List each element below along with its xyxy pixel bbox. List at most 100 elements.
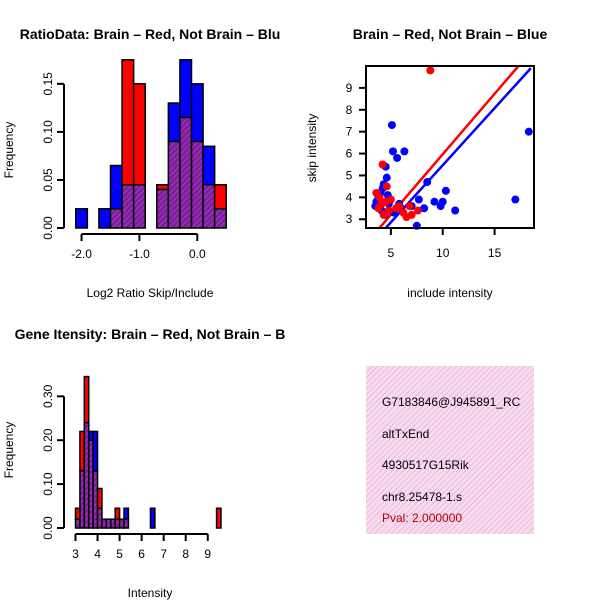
intensity-histogram-panel: Gene Itensity: Brain – Red, Not Brain – … [2, 326, 285, 600]
x-tick-label: 7 [160, 547, 167, 561]
not-brain-point [388, 147, 397, 156]
x-tick-label: 5 [116, 547, 123, 561]
y-tick-label: 8 [346, 103, 353, 117]
brain-point [413, 206, 422, 215]
not-brain-bar [92, 430, 99, 472]
brain-bar [83, 375, 90, 424]
scatter-plot-box [365, 65, 535, 229]
x-tick-label: 4 [94, 547, 101, 561]
not-brain-bar [109, 164, 123, 210]
not-brain-bar [179, 59, 193, 119]
x-tick-label: 0.0 [189, 247, 206, 261]
y-tick-label: 0.15 [41, 72, 55, 96]
not-brain-point [451, 206, 460, 215]
x-tick-label: -1.0 [129, 247, 150, 261]
x-tick-label: -2.0 [71, 247, 92, 261]
y-tick-label: 0.00 [41, 516, 55, 540]
y-tick-label: 3 [346, 212, 353, 226]
y-tick-label: 0.10 [41, 120, 55, 144]
event-info-box: G7183846@J945891_RC altTxEnd 4930517G15R… [366, 366, 534, 534]
not-brain-point [400, 147, 409, 156]
brain-fit-line [378, 66, 520, 228]
y-tick-label: 0.05 [41, 168, 55, 192]
not-brain-point [438, 197, 447, 206]
overlap-bar [121, 184, 135, 229]
not-brain-bar [123, 507, 130, 520]
overlap-bar [132, 184, 146, 229]
not-brain-fit-line [384, 67, 532, 228]
not-brain-point [382, 173, 391, 182]
ratio-histogram-title: RatioData: Brain – Red, Not Brain – Blu [20, 26, 281, 42]
brain-bar [215, 507, 222, 529]
x-tick-label: 5 [388, 246, 395, 260]
brain-point [426, 66, 435, 75]
x-tick-label: 3 [72, 547, 79, 561]
not-brain-point [423, 178, 432, 187]
brain-point [407, 210, 416, 219]
brain-point [405, 202, 414, 211]
y-tick-label: 0.30 [41, 384, 55, 408]
brain-point [382, 182, 391, 191]
overlap-bar [156, 188, 170, 229]
y-tick-label: 7 [346, 125, 353, 139]
brain-point [379, 210, 388, 219]
y-tick-label: 0.20 [41, 428, 55, 452]
ratio-histogram-xlabel: Log2 Ratio Skip/Include [87, 286, 214, 300]
overlap-bar [96, 507, 103, 529]
locus-text: chr8.25478-1.s [382, 490, 463, 504]
x-tick-label: 10 [436, 246, 450, 260]
overlap-bar [123, 518, 130, 529]
scatter-ylabel: skip intensity [305, 114, 319, 183]
not-brain-bar [98, 208, 112, 229]
y-tick-label: 0.00 [41, 216, 55, 240]
x-tick-label: 15 [488, 246, 502, 260]
not-brain-point [420, 204, 429, 213]
brain-bar [96, 487, 103, 509]
y-tick-label: 6 [346, 147, 353, 161]
scatter-fit-lines [378, 66, 532, 228]
not-brain-point [524, 127, 533, 136]
ratio-histogram-axes: -2.0 -1.0 0.0 0.00 0.05 0.10 0.15 [41, 72, 206, 261]
scatter-title: Brain – Red, Not Brain – Blue [353, 26, 548, 42]
brain-bar [132, 83, 146, 186]
brain-point [378, 160, 387, 169]
y-tick-label: 0.10 [41, 472, 55, 496]
overlap-bar [190, 140, 204, 229]
ratio-histogram-ylabel: Frequency [2, 122, 16, 179]
intensity-histogram-ylabel: Frequency [2, 422, 16, 479]
y-tick-label: 4 [346, 190, 353, 204]
not-brain-bar [167, 102, 181, 143]
not-brain-point [430, 197, 439, 206]
pval-text: Pval: 2.000000 [382, 511, 463, 525]
intensity-histogram-title: Gene Itensity: Brain – Red, Not Brain – … [15, 326, 286, 342]
ratio-histogram-bars [75, 59, 227, 229]
overlap-bar [213, 208, 227, 229]
intensity-histogram-xlabel: Intensity [128, 586, 173, 600]
gene-name-text: 4930517G15Rik [382, 458, 469, 472]
brain-point [395, 202, 404, 211]
y-tick-label: 5 [346, 168, 353, 182]
intensity-histogram-axes: 3 4 5 6 7 8 9 0.00 0.10 0.20 0.30 [41, 384, 211, 561]
event-type-text: altTxEnd [382, 427, 430, 441]
y-tick-label: 9 [346, 81, 353, 95]
x-tick-label: 8 [182, 547, 189, 561]
not-brain-point [393, 153, 402, 162]
x-tick-label: 6 [138, 547, 145, 561]
not-brain-point [441, 186, 450, 195]
not-brain-point [511, 195, 520, 204]
brain-point [375, 193, 384, 202]
scatter-points [371, 66, 533, 230]
brain-bar [114, 507, 121, 520]
brain-point [386, 195, 395, 204]
not-brain-point [387, 121, 396, 130]
brain-point [377, 199, 386, 208]
intensity-histogram-bars [74, 375, 222, 529]
brain-bar [213, 184, 227, 210]
not-brain-point [414, 195, 423, 204]
overlap-bar [109, 208, 123, 229]
not-brain-bar [149, 507, 156, 529]
overlap-bar [202, 184, 216, 229]
ratio-histogram-panel: RatioData: Brain – Red, Not Brain – Blu … [2, 26, 280, 300]
intensity-scatter-panel: Brain – Red, Not Brain – Blue skip inten… [305, 26, 547, 300]
